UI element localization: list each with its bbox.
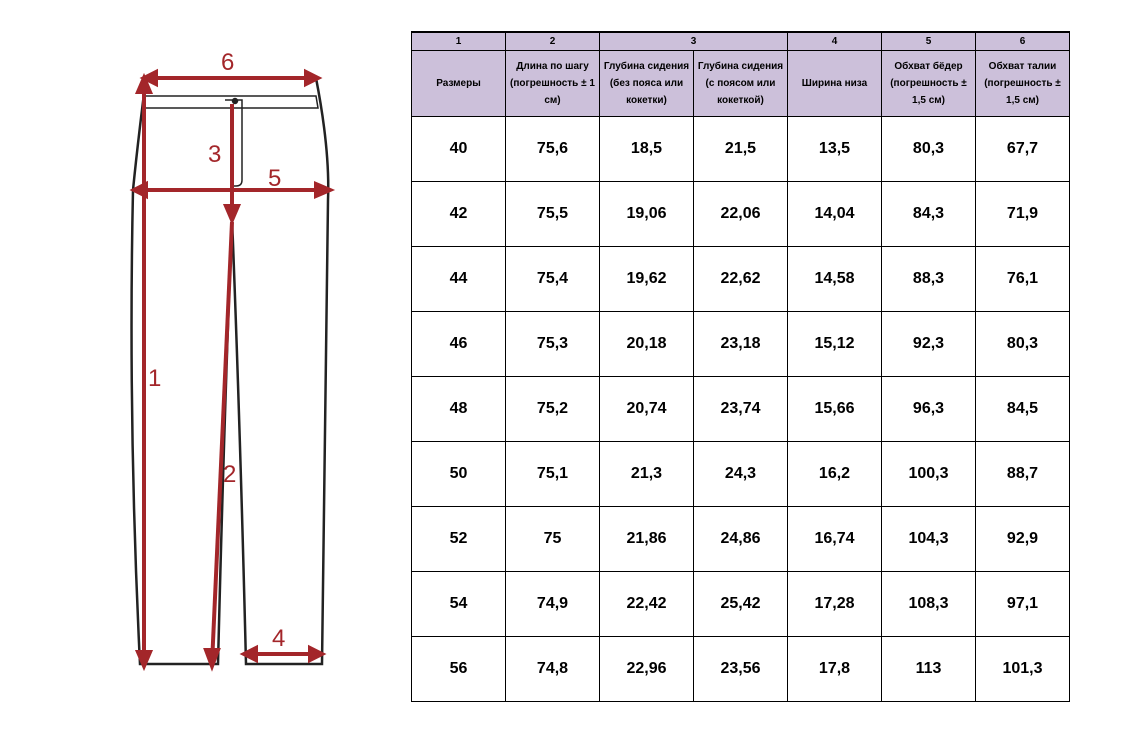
table-cell: 20,74	[599, 376, 694, 442]
table-cell: 54	[411, 571, 506, 637]
table-cell: 101,3	[975, 636, 1070, 702]
table-cell: 19,06	[599, 181, 694, 247]
table-cell: 21,3	[599, 441, 694, 507]
table-row: 44 75,4 19,62 22,62 14,58 88,3 76,1	[411, 246, 1070, 312]
table-cell: 84,3	[881, 181, 976, 247]
column-header: Глубина сидения (без пояса или кокетки)	[599, 50, 694, 117]
col-number: 2	[505, 31, 600, 51]
table-cell: 96,3	[881, 376, 976, 442]
table-cell: 75,1	[505, 441, 600, 507]
table-cell: 74,8	[505, 636, 600, 702]
table-cell: 75,2	[505, 376, 600, 442]
size-table: 1 2 3 4 5 6 Размеры Длина по шагу (погреш…	[411, 31, 1070, 702]
table-cell: 92,9	[975, 506, 1070, 572]
table-cell: 46	[411, 311, 506, 377]
table-cell: 92,3	[881, 311, 976, 377]
table-cell: 88,3	[881, 246, 976, 312]
table-cell: 20,18	[599, 311, 694, 377]
label-2: 2	[223, 461, 236, 488]
table-cell: 18,5	[599, 116, 694, 182]
table-cell: 67,7	[975, 116, 1070, 182]
table-row: 54 74,9 22,42 25,42 17,28 108,3 97,1	[411, 571, 1070, 637]
table-cell: 17,28	[787, 571, 882, 637]
table-cell: 15,12	[787, 311, 882, 377]
table-cell: 16,2	[787, 441, 882, 507]
table-cell: 22,42	[599, 571, 694, 637]
table-cell: 108,3	[881, 571, 976, 637]
table-cell: 24,3	[693, 441, 788, 507]
table-cell: 100,3	[881, 441, 976, 507]
table-cell: 25,42	[693, 571, 788, 637]
table-cell: 71,9	[975, 181, 1070, 247]
label-1: 1	[148, 365, 161, 392]
label-5: 5	[268, 165, 281, 192]
table-cell: 88,7	[975, 441, 1070, 507]
table-row: 50 75,1 21,3 24,3 16,2 100,3 88,7	[411, 441, 1070, 507]
table-cell: 24,86	[693, 506, 788, 572]
table-cell: 17,8	[787, 636, 882, 702]
table-row: 48 75,2 20,74 23,74 15,66 96,3 84,5	[411, 376, 1070, 442]
table-row: 56 74,8 22,96 23,56 17,8 113 101,3	[411, 636, 1070, 702]
table-cell: 75	[505, 506, 600, 572]
table-cell: 14,04	[787, 181, 882, 247]
table-row: 42 75,5 19,06 22,06 14,04 84,3 71,9	[411, 181, 1070, 247]
table-cell: 75,4	[505, 246, 600, 312]
col-number: 1	[411, 31, 506, 51]
table-cell: 21,5	[693, 116, 788, 182]
table-cell: 104,3	[881, 506, 976, 572]
col-number: 3	[599, 31, 788, 51]
table-cell: 22,96	[599, 636, 694, 702]
table-cell: 113	[881, 636, 976, 702]
table-cell: 19,62	[599, 246, 694, 312]
label-3: 3	[208, 141, 221, 168]
table-cell: 56	[411, 636, 506, 702]
pants-measurement-diagram: 1 2 3 4 5 6	[129, 49, 336, 672]
table-cell: 75,6	[505, 116, 600, 182]
col-number: 6	[975, 31, 1070, 51]
column-header: Глубина сидения (с поясом или кокеткой)	[693, 50, 788, 117]
table-cell: 15,66	[787, 376, 882, 442]
label-4: 4	[272, 625, 285, 652]
column-number-row: 1 2 3 4 5 6	[411, 31, 1070, 51]
table-cell: 44	[411, 246, 506, 312]
col-number: 4	[787, 31, 882, 51]
table-cell: 75,3	[505, 311, 600, 377]
column-header: Обхват бёдер (погрешность ± 1,5 см)	[881, 50, 976, 117]
table-cell: 42	[411, 181, 506, 247]
table-cell: 52	[411, 506, 506, 572]
table-cell: 80,3	[881, 116, 976, 182]
label-6: 6	[221, 49, 234, 76]
table-cell: 16,74	[787, 506, 882, 572]
table-cell: 22,06	[693, 181, 788, 247]
table-cell: 40	[411, 116, 506, 182]
table-cell: 76,1	[975, 246, 1070, 312]
column-header: Размеры	[411, 50, 506, 117]
column-header: Ширина низа	[787, 50, 882, 117]
table-cell: 13,5	[787, 116, 882, 182]
table-cell: 48	[411, 376, 506, 442]
col-number: 5	[881, 31, 976, 51]
table-cell: 23,74	[693, 376, 788, 442]
table-row: 52 75 21,86 24,86 16,74 104,3 92,9	[411, 506, 1070, 572]
table-cell: 74,9	[505, 571, 600, 637]
column-header: Длина по шагу (погрешность ± 1 см)	[505, 50, 600, 117]
table-cell: 97,1	[975, 571, 1070, 637]
table-cell: 23,56	[693, 636, 788, 702]
table-cell: 21,86	[599, 506, 694, 572]
header-row: Размеры Длина по шагу (погрешность ± 1 см…	[411, 50, 1070, 117]
table-cell: 23,18	[693, 311, 788, 377]
table-cell: 14,58	[787, 246, 882, 312]
table-row: 46 75,3 20,18 23,18 15,12 92,3 80,3	[411, 311, 1070, 377]
table-row: 40 75,6 18,5 21,5 13,5 80,3 67,7	[411, 116, 1070, 182]
table-cell: 50	[411, 441, 506, 507]
table-cell: 75,5	[505, 181, 600, 247]
table-cell: 84,5	[975, 376, 1070, 442]
column-header: Обхват талии (погрешность ± 1,5 см)	[975, 50, 1070, 117]
table-cell: 80,3	[975, 311, 1070, 377]
table-cell: 22,62	[693, 246, 788, 312]
